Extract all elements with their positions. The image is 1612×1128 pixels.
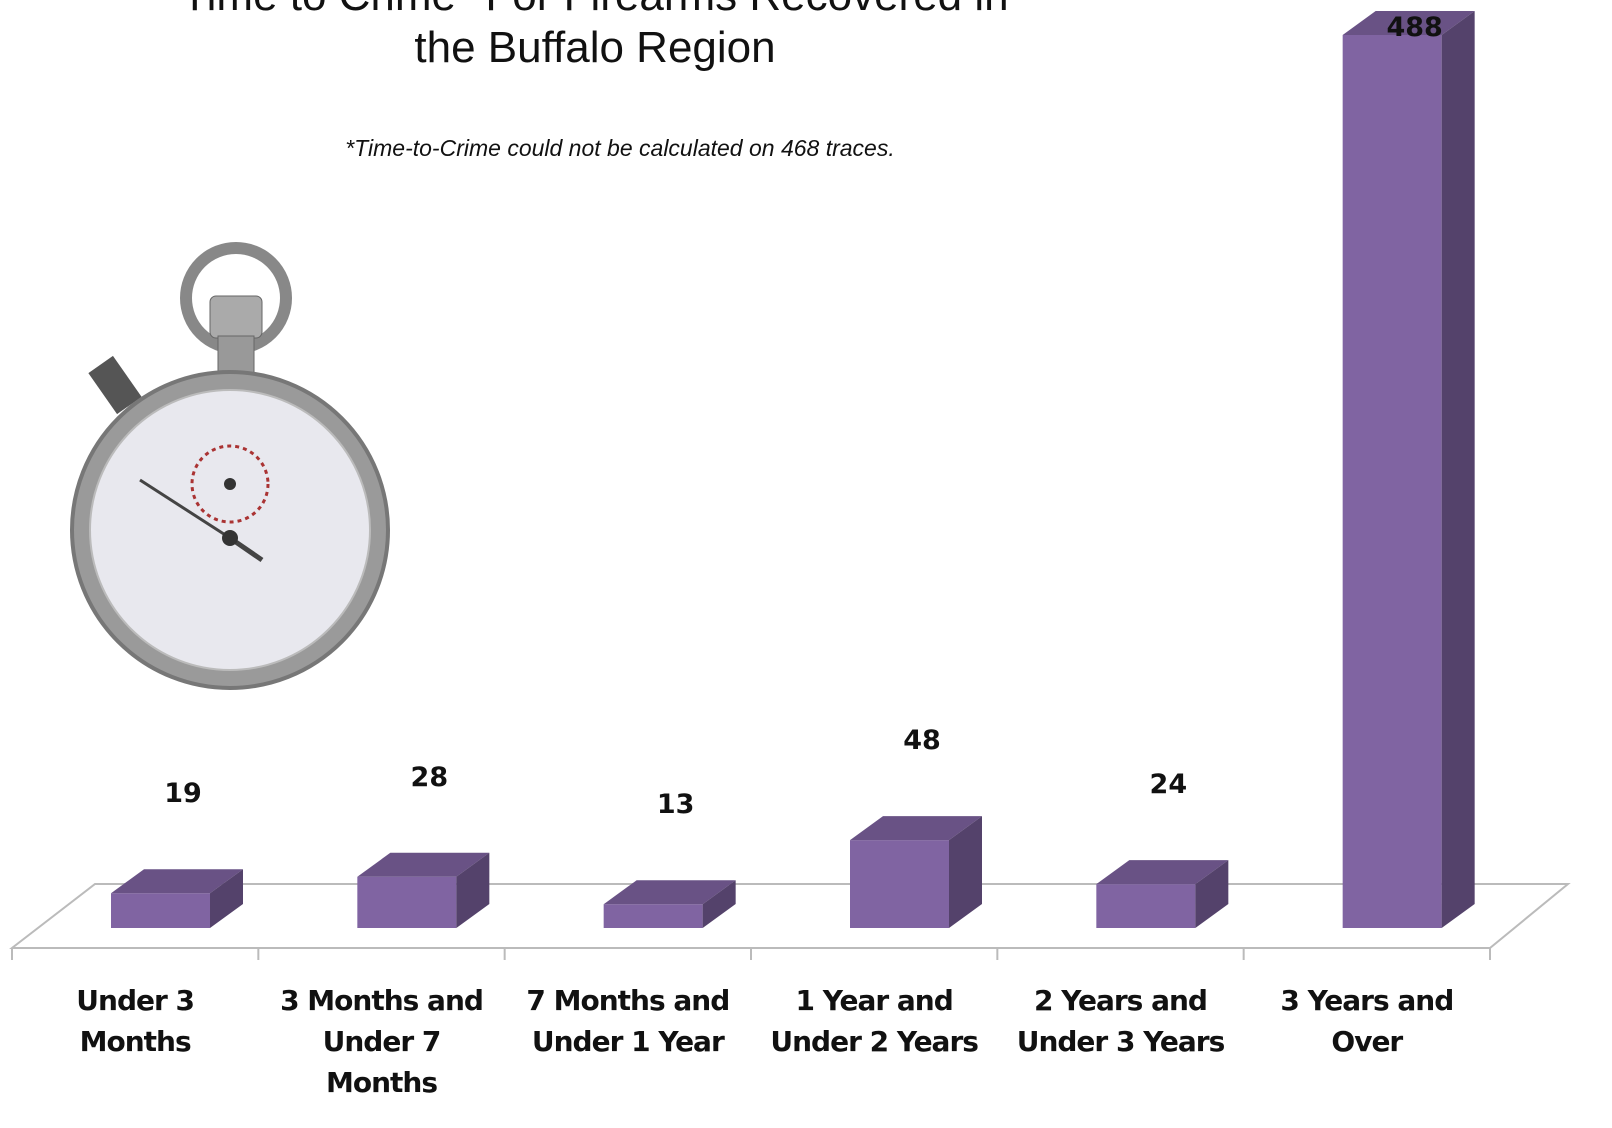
x-tick-label: 7 Months and Under 1 Year — [526, 984, 730, 1058]
bar-front — [111, 893, 210, 928]
bar — [1096, 860, 1229, 928]
bar-side — [949, 816, 982, 928]
bar-front — [1096, 884, 1196, 928]
bar-side — [1195, 860, 1229, 928]
bar-top — [603, 880, 736, 905]
chart-title: Time to Crime* For Firearms Recovered in… — [181, 0, 1008, 72]
bar-side — [210, 869, 243, 928]
bar-front — [357, 876, 457, 928]
floor — [9, 883, 1571, 949]
x-tick-label: 3 Years and Over — [1280, 984, 1454, 1058]
data-label: 24 — [1149, 769, 1188, 801]
bar — [603, 880, 736, 928]
bar — [111, 869, 243, 928]
bar-top — [1342, 11, 1475, 35]
data-label: 48 — [903, 725, 941, 757]
stopwatch-illustration — [70, 242, 390, 690]
x-tick-label: 2 Years and Under 3 Years — [1016, 984, 1226, 1058]
bar-side — [1441, 11, 1475, 928]
x-tick-label: 3 Months and Under 7 Months — [280, 984, 484, 1099]
bar-front — [603, 904, 703, 928]
data-label: 488 — [1386, 12, 1443, 43]
annotation: *Time-to-Crime could not be calculated o… — [345, 135, 895, 161]
bar-top — [357, 852, 490, 877]
x-tick-label: 1 Year and Under 2 Years — [770, 984, 979, 1058]
bar — [1342, 11, 1475, 928]
bar-front — [850, 840, 949, 928]
bar-top — [111, 869, 243, 894]
x-tick-label: Under 3 Months — [76, 984, 195, 1058]
data-label: 19 — [164, 778, 202, 810]
data-label: 28 — [410, 761, 449, 793]
data-label: 13 — [656, 789, 695, 821]
bar — [357, 852, 490, 928]
bar-top — [850, 816, 982, 841]
bar-top — [1096, 860, 1229, 885]
bar-side — [702, 880, 736, 928]
bar-front — [1342, 35, 1442, 928]
bar — [850, 816, 982, 928]
bar-side — [456, 852, 490, 928]
